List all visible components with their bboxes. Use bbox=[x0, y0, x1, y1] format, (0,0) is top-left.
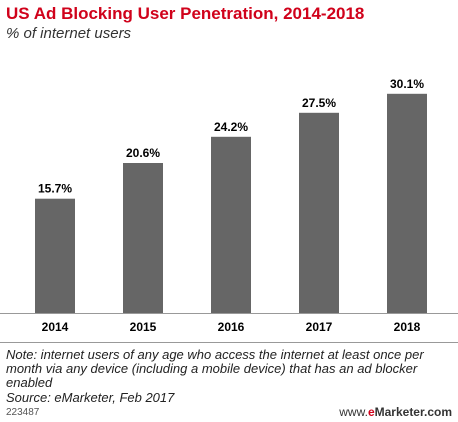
brand-em: e bbox=[367, 405, 375, 419]
brand-logo: www.eMarketer.com bbox=[339, 405, 452, 419]
bar-chart: 15.7% 2014 20.6% 2015 24.2% 2016 27.5% 2017 30.1… bbox=[0, 77, 458, 334]
chart-title: US Ad Blocking User Penetration, 2014-20… bbox=[6, 4, 365, 23]
bar-2015 bbox=[123, 163, 163, 313]
bar-value-label-2017: 27.5% bbox=[302, 96, 336, 110]
bar-2018 bbox=[387, 93, 427, 313]
brand-rest: Marketer.com bbox=[374, 405, 452, 419]
bar-value-label-2015: 20.6% bbox=[126, 146, 160, 160]
bar-value-label-2014: 15.7% bbox=[38, 182, 72, 196]
x-tick-label-2017: 2017 bbox=[306, 320, 333, 334]
x-tick-label-2014: 2014 bbox=[42, 320, 69, 334]
footer-divider bbox=[0, 342, 458, 343]
brand-prefix: www. bbox=[339, 405, 368, 419]
bar-2016 bbox=[211, 136, 251, 313]
chart-subtitle: % of internet users bbox=[6, 25, 132, 42]
x-tick-label-2016: 2016 bbox=[218, 320, 245, 334]
bar-2017 bbox=[299, 112, 339, 313]
chart-source: Source: eMarketer, Feb 2017 bbox=[6, 390, 175, 405]
bar-value-label-2018: 30.1% bbox=[390, 77, 424, 91]
chart-id: 223487 bbox=[6, 407, 40, 418]
x-tick-label-2018: 2018 bbox=[394, 320, 421, 334]
bar-2014 bbox=[35, 198, 75, 313]
chart-note: Note: internet users of any age who acce… bbox=[6, 347, 424, 390]
bar-value-label-2016: 24.2% bbox=[214, 120, 248, 134]
x-tick-label-2015: 2015 bbox=[130, 320, 157, 334]
